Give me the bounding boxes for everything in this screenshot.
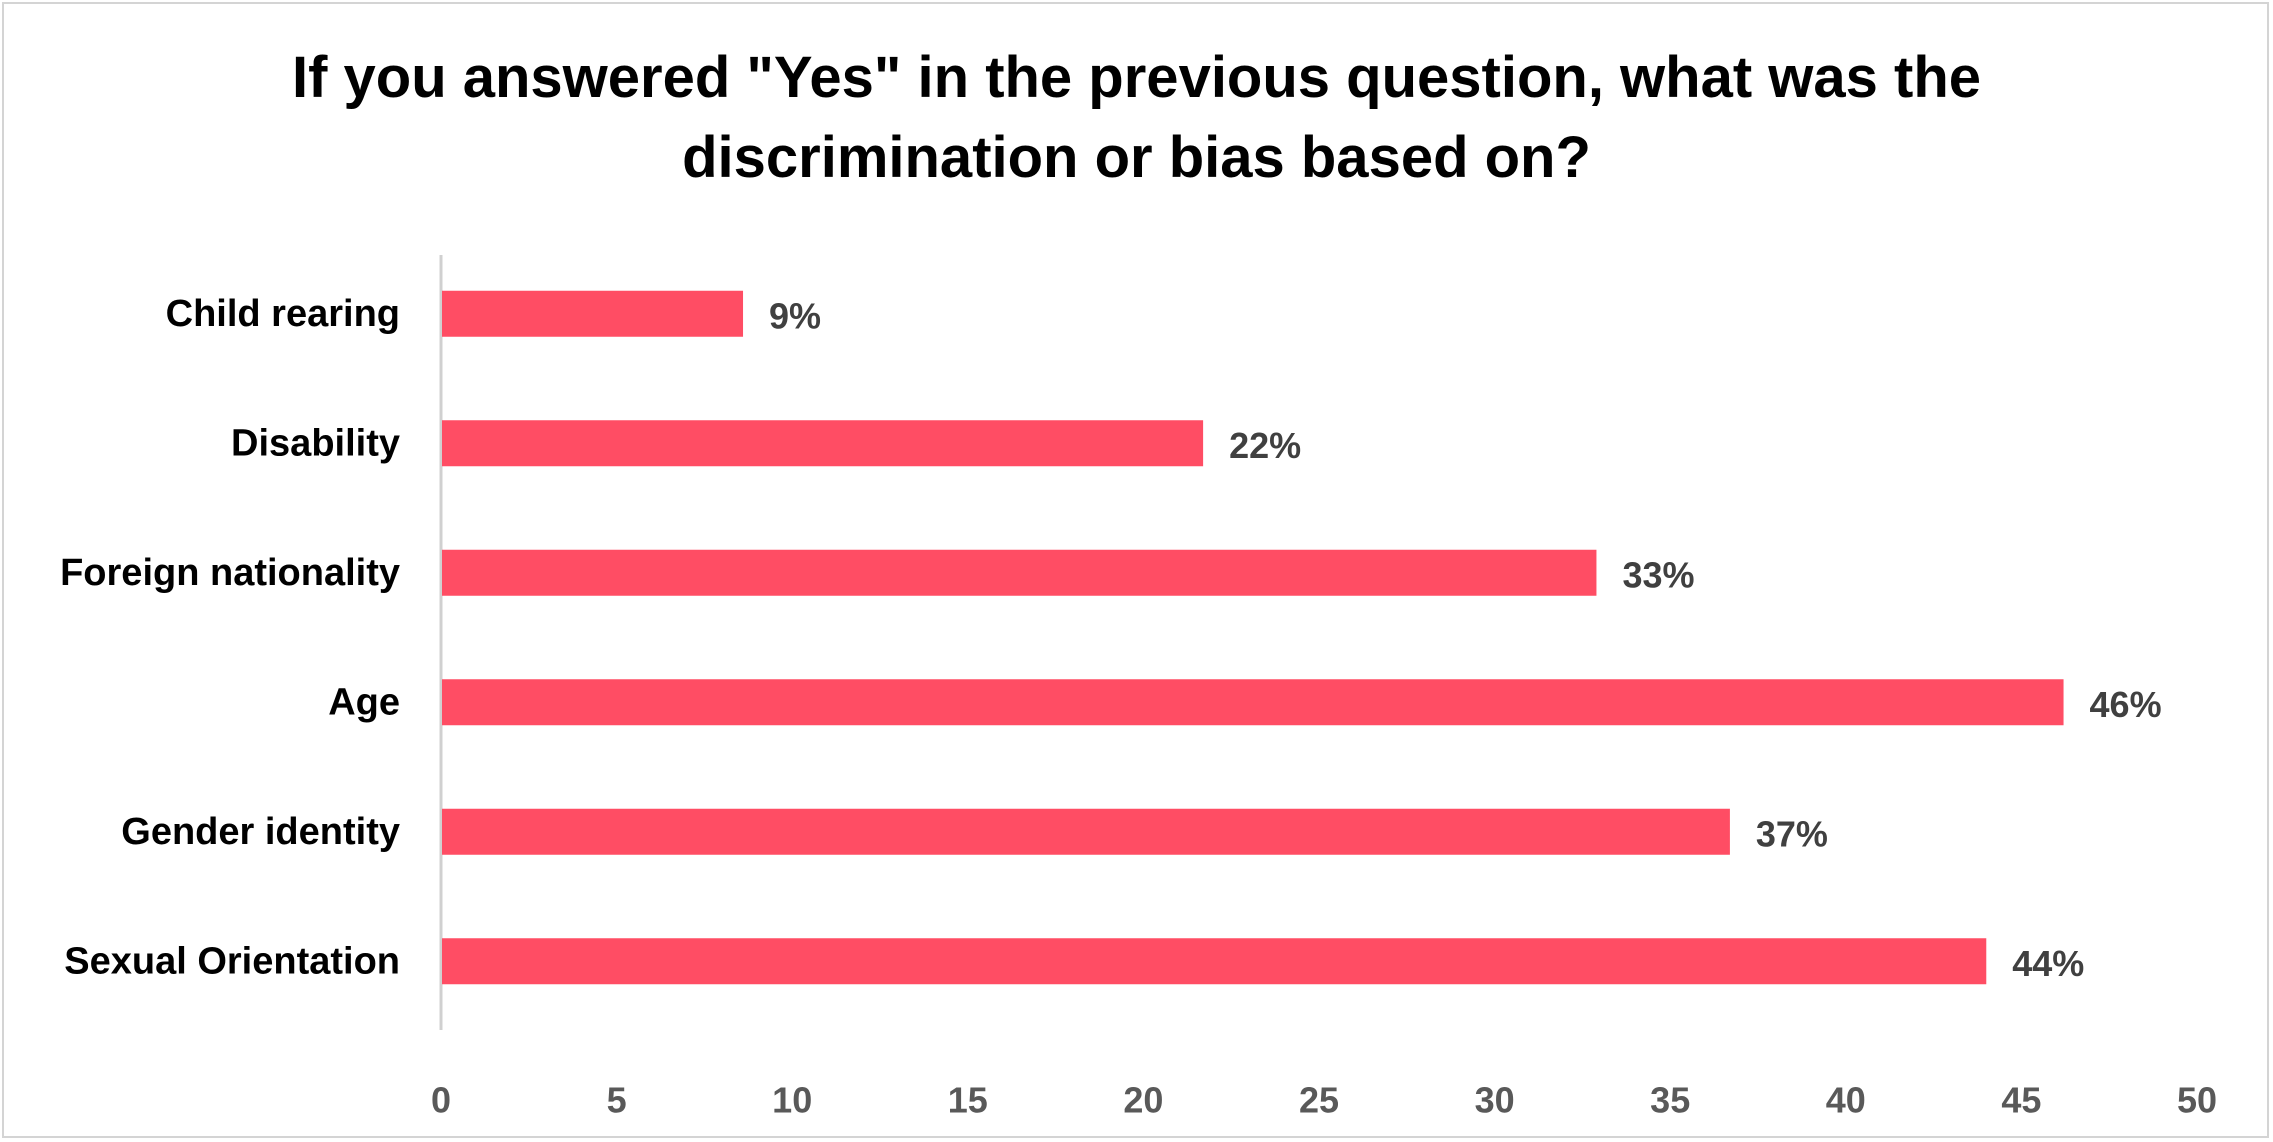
data-label-5: 44% (2012, 943, 2084, 984)
x-tick-label-10: 50 (2177, 1080, 2217, 1121)
x-tick-label-4: 20 (1123, 1080, 1163, 1121)
chart-title: If you answered "Yes" in the previous qu… (291, 45, 1982, 190)
data-label-4: 37% (1756, 813, 1828, 854)
data-labels: 9% 22% 33% 46% 37% 44% (769, 295, 2162, 984)
data-label-0: 9% (769, 295, 821, 336)
x-tick-label-3: 15 (948, 1080, 988, 1121)
category-label-0: Child rearing (166, 293, 400, 335)
x-tick-label-8: 40 (1826, 1080, 1866, 1121)
category-label-5: Sexual Orientation (64, 940, 400, 982)
bar-1 (442, 420, 1204, 467)
x-axis-ticks: 0 5 10 15 20 25 30 35 40 45 50 (431, 1080, 2217, 1121)
bar-2 (442, 549, 1597, 596)
category-label-1: Disability (231, 422, 400, 464)
category-label-2: Foreign nationality (60, 552, 400, 594)
x-tick-label-0: 0 (431, 1080, 451, 1121)
x-tick-label-9: 45 (2001, 1080, 2041, 1121)
bar-3 (442, 679, 2064, 726)
bar-0 (442, 290, 744, 337)
x-tick-label-7: 35 (1650, 1080, 1690, 1121)
category-label-4: Gender identity (121, 811, 400, 853)
category-labels: Child rearing Disability Foreign nationali… (60, 293, 400, 983)
x-tick-label-6: 30 (1475, 1080, 1515, 1121)
bar-5 (442, 938, 1987, 985)
bars-layer (442, 290, 2064, 985)
x-tick-label-1: 5 (607, 1080, 627, 1121)
data-label-1: 22% (1229, 425, 1301, 466)
data-label-3: 46% (2090, 684, 2162, 725)
data-label-2: 33% (1622, 554, 1694, 595)
x-tick-label-5: 25 (1299, 1080, 1339, 1121)
bar-4 (442, 808, 1730, 855)
category-label-3: Age (328, 681, 400, 723)
x-tick-label-2: 10 (772, 1080, 812, 1121)
